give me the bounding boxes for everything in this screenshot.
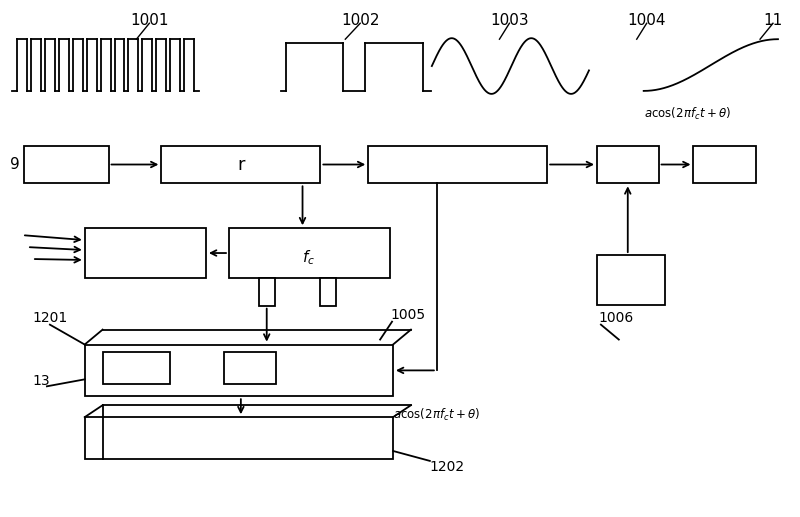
Text: 1006: 1006 bbox=[599, 311, 634, 325]
Bar bbox=[224, 353, 276, 384]
Text: 13: 13 bbox=[32, 374, 50, 388]
Text: 1002: 1002 bbox=[341, 13, 379, 28]
Bar bbox=[229, 228, 390, 278]
Bar bbox=[85, 417, 393, 459]
Bar bbox=[694, 146, 756, 184]
Text: r: r bbox=[237, 156, 245, 174]
Bar bbox=[85, 228, 206, 278]
Text: 1004: 1004 bbox=[627, 13, 666, 28]
Text: 1202: 1202 bbox=[430, 460, 465, 474]
Bar bbox=[162, 146, 321, 184]
Text: $a\cos(2\pi f_c t+\theta)$: $a\cos(2\pi f_c t+\theta)$ bbox=[393, 407, 480, 423]
Text: 1001: 1001 bbox=[130, 13, 169, 28]
Text: $f_c$: $f_c$ bbox=[302, 249, 315, 267]
Bar bbox=[368, 146, 547, 184]
Bar bbox=[321, 278, 336, 306]
Bar bbox=[258, 278, 274, 306]
Text: 1003: 1003 bbox=[490, 13, 529, 28]
Text: 11: 11 bbox=[763, 13, 782, 28]
Text: 9: 9 bbox=[10, 157, 20, 172]
Bar bbox=[102, 353, 170, 384]
Text: 1201: 1201 bbox=[32, 311, 67, 325]
Bar bbox=[597, 255, 665, 305]
Bar bbox=[85, 344, 393, 396]
Bar bbox=[597, 146, 658, 184]
Text: 1005: 1005 bbox=[390, 308, 425, 322]
Text: $a\cos(2\pi f_c t+\theta)$: $a\cos(2\pi f_c t+\theta)$ bbox=[644, 106, 730, 122]
Bar bbox=[24, 146, 109, 184]
